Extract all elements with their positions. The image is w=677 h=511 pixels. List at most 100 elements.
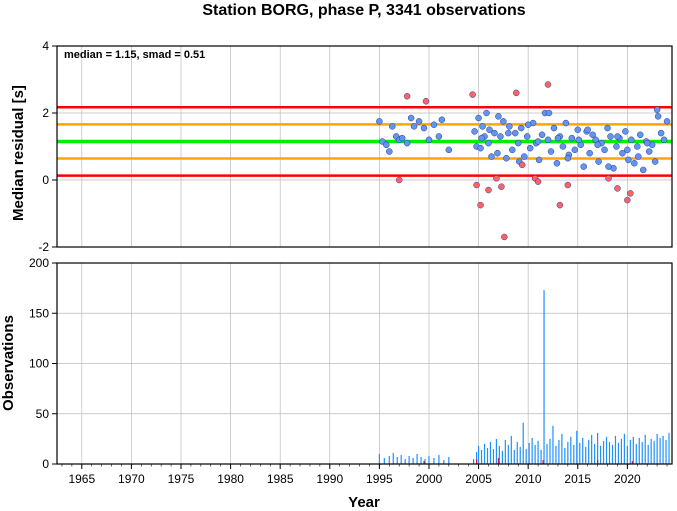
data-point <box>534 138 542 145</box>
observations-grid <box>57 262 672 465</box>
x-tick-label: 1965 <box>68 472 95 486</box>
observation-bar <box>483 443 486 464</box>
x-tick-label: 1995 <box>366 472 393 486</box>
year-ticks: 1965 1970 1975 1980 1985 1990 1995 2000 2005 2010… <box>61 464 668 486</box>
observation-bar <box>537 440 539 464</box>
residual-panel: -2 0 2 4 median = 1.15, smad = 0.51 Median … <box>10 39 673 254</box>
data-point <box>568 134 576 142</box>
y-tick-label: -2 <box>38 240 49 254</box>
data-point <box>544 81 552 88</box>
data-point <box>386 148 393 155</box>
data-point <box>613 143 620 150</box>
data-point <box>488 153 495 160</box>
observation-bar <box>522 422 524 464</box>
data-point <box>420 124 428 132</box>
data-point <box>614 185 621 192</box>
data-point <box>410 123 418 130</box>
observation-bar <box>597 459 599 464</box>
data-point <box>493 175 500 182</box>
observation-bar <box>597 432 599 464</box>
observation-bar <box>475 458 478 464</box>
observation-bar <box>531 437 533 464</box>
observation-bar <box>608 441 611 464</box>
data-point <box>614 133 621 140</box>
data-point <box>604 124 611 132</box>
data-point <box>553 160 561 167</box>
observation-bar <box>579 442 581 464</box>
residual-frame <box>56 45 673 248</box>
data-point <box>534 178 542 185</box>
data-point <box>624 196 631 204</box>
data-point <box>524 121 532 128</box>
data-point <box>624 146 631 154</box>
observation-bar <box>504 439 506 464</box>
data-point <box>486 126 493 133</box>
observation-bar <box>591 434 593 464</box>
y-tick-label: 4 <box>42 39 49 53</box>
data-point <box>607 133 614 140</box>
data-point <box>483 109 490 117</box>
data-point <box>471 128 478 135</box>
observation-bar <box>378 453 380 464</box>
data-point <box>564 154 572 162</box>
data-point <box>564 181 572 189</box>
x-tick-label: 2005 <box>465 472 492 486</box>
observation-bar <box>647 444 649 464</box>
observation-bar <box>400 454 402 464</box>
observation-bar <box>473 458 475 464</box>
observation-bar <box>438 454 440 464</box>
data-point <box>503 154 510 162</box>
observation-bar <box>552 425 554 464</box>
observation-bar <box>617 442 620 464</box>
observation-bar <box>396 456 398 464</box>
data-point <box>571 146 579 154</box>
observation-bar <box>388 455 390 464</box>
data-point <box>653 106 661 113</box>
data-point <box>634 143 641 150</box>
data-point <box>628 136 635 144</box>
observation-bar <box>383 457 385 464</box>
observation-bar <box>513 449 515 464</box>
observation-bar <box>534 444 536 464</box>
observation-bar <box>631 460 633 464</box>
observation-bar <box>549 438 551 464</box>
data-point <box>538 131 546 139</box>
data-point <box>589 131 596 139</box>
data-point <box>403 139 411 147</box>
observation-bar <box>638 437 640 464</box>
data-point <box>445 146 453 154</box>
observation-bar <box>662 435 664 464</box>
data-point <box>435 133 443 140</box>
y-tick-label: 0 <box>42 173 49 187</box>
observation-bar <box>599 445 602 464</box>
observation-bars <box>378 290 670 464</box>
observation-bar <box>443 459 445 464</box>
data-point <box>523 133 531 140</box>
data-point <box>485 186 492 194</box>
observation-bar <box>561 433 563 464</box>
x-tick-label: 1985 <box>267 472 294 486</box>
observation-bar <box>480 449 483 464</box>
data-point <box>403 93 411 100</box>
observation-bar <box>424 458 426 464</box>
x-tick-label: 2000 <box>416 472 443 486</box>
data-point <box>475 114 482 122</box>
observation-bar <box>555 445 557 464</box>
observation-bar <box>620 438 623 464</box>
data-point <box>495 113 502 120</box>
data-point <box>505 129 512 137</box>
data-point <box>395 176 403 184</box>
data-point <box>389 123 396 130</box>
data-point <box>498 183 505 190</box>
data-point <box>575 136 583 144</box>
data-point <box>491 129 498 137</box>
observation-bar <box>510 435 512 464</box>
observation-bar <box>412 457 414 464</box>
observation-bar <box>588 439 590 464</box>
data-point <box>637 131 644 139</box>
observation-bar <box>525 448 527 464</box>
observation-bar <box>564 447 566 464</box>
data-point <box>477 201 484 209</box>
observation-bar <box>542 459 544 464</box>
data-point <box>631 160 638 167</box>
